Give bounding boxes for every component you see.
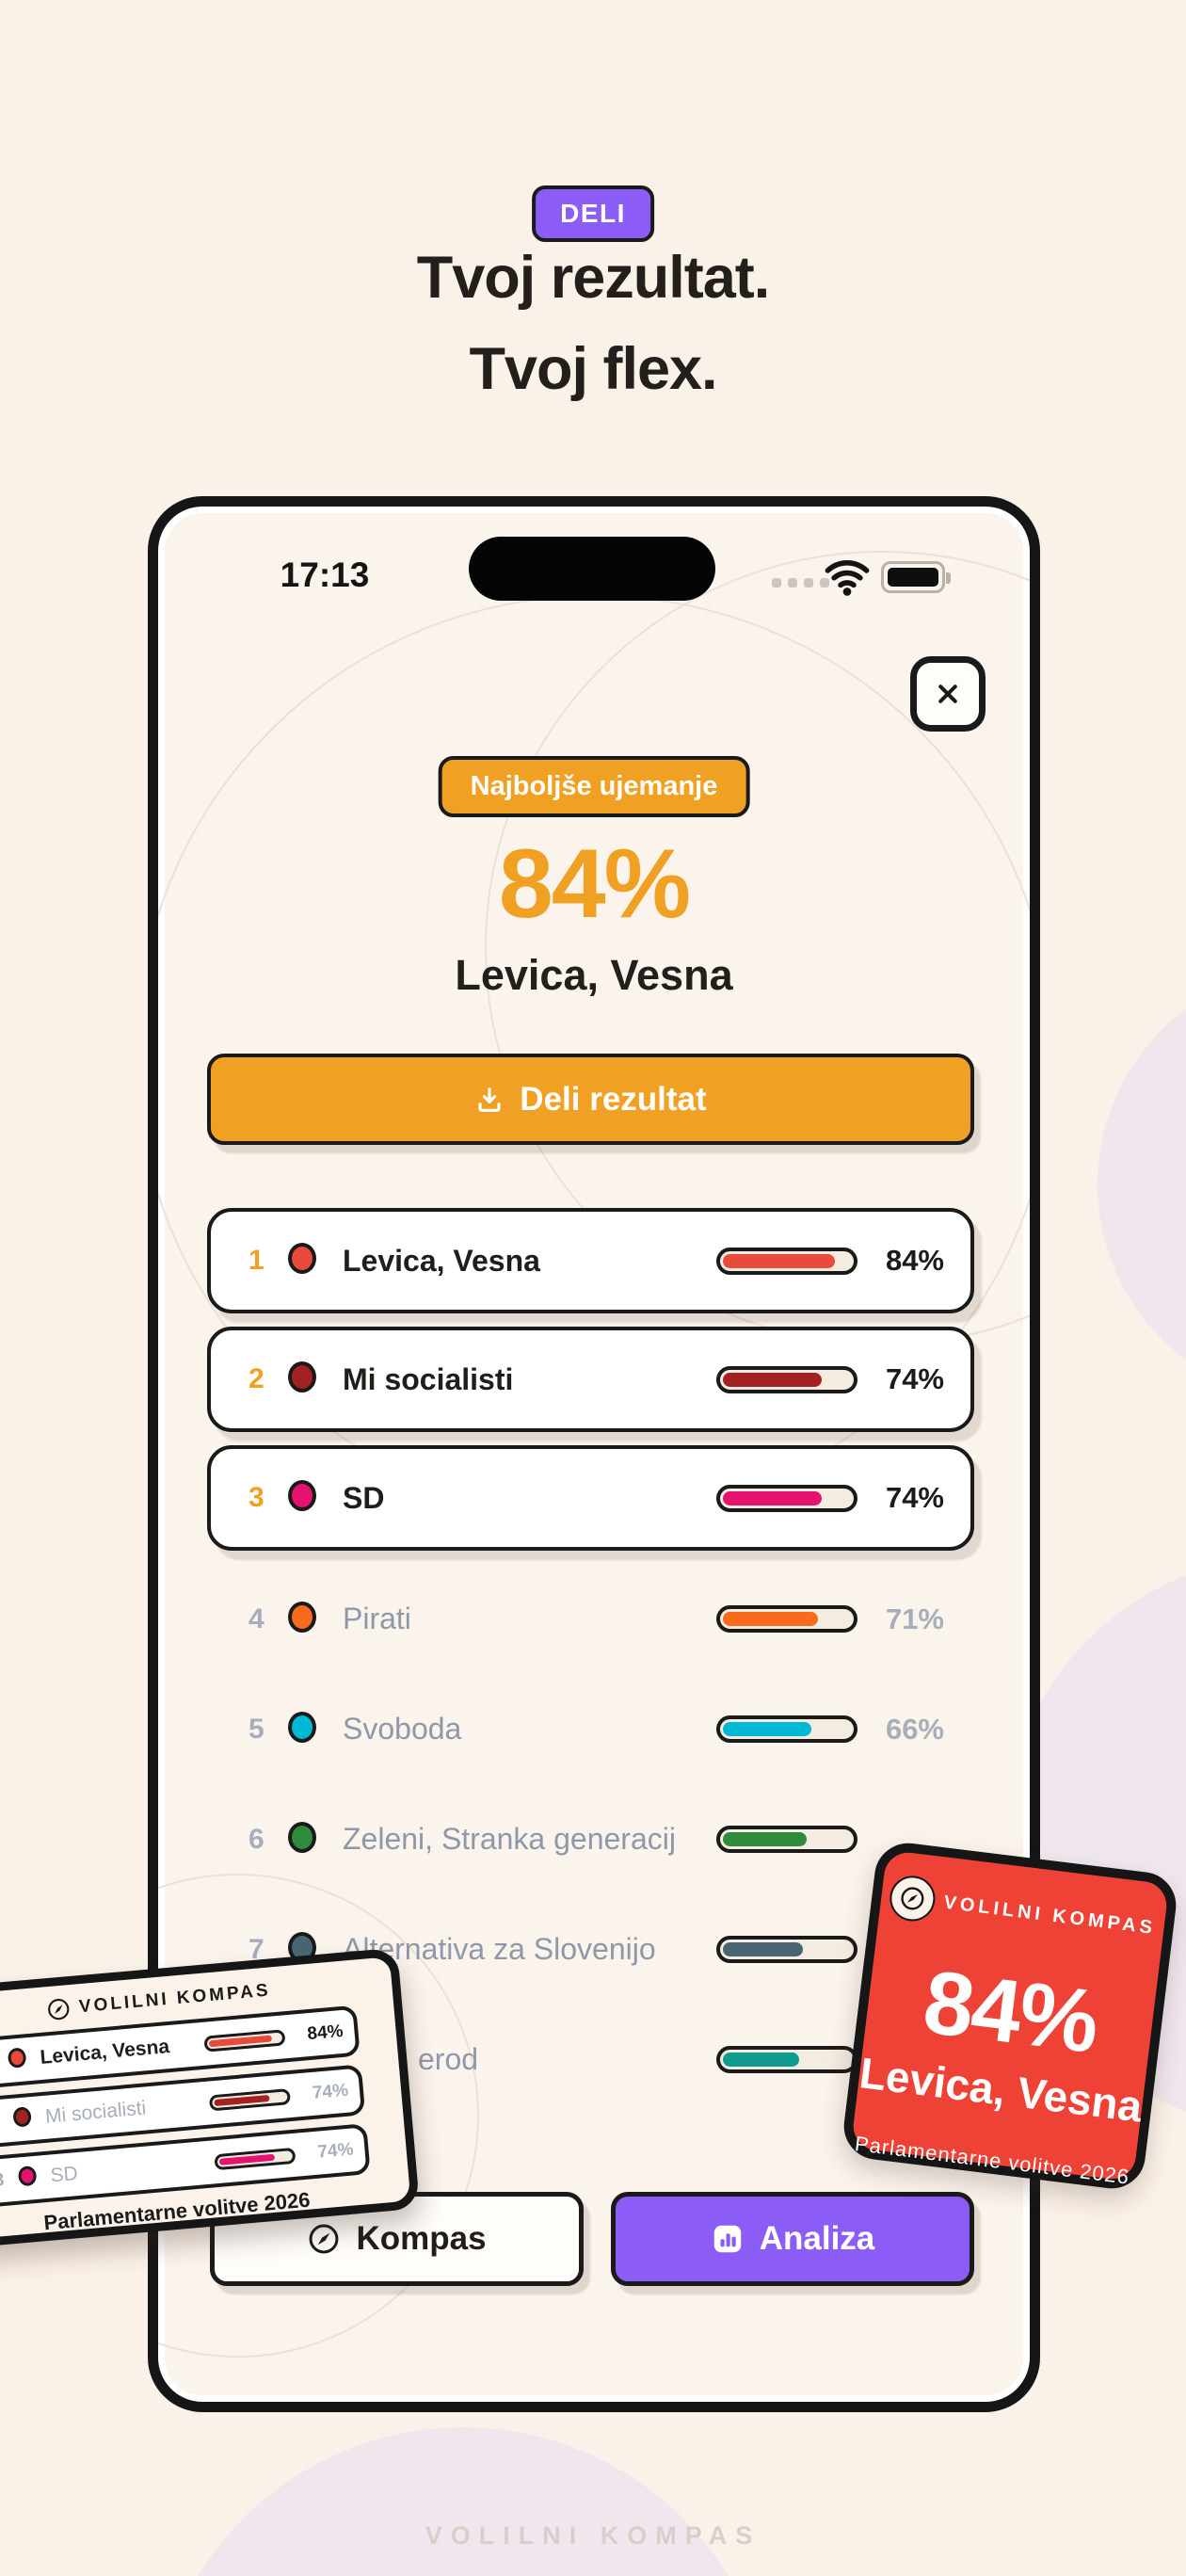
result-rank: 6 [248,1823,264,1855]
match-progress-bar [716,1365,857,1393]
result-row[interactable]: 4 Pirati 71% [207,1564,974,1674]
party-name: erod [418,2042,479,2076]
match-score: 84% [498,829,691,939]
match-percent: 74% [312,2080,349,2103]
result-row[interactable]: 2 Mi socialisti 74% [207,1327,974,1432]
result-rank: 4 [248,1602,264,1634]
match-percent: 84% [306,2021,345,2045]
mini-card-rows: 1 Levica, Vesna 84% 2 Mi socialisti 74% … [0,2004,371,2209]
party-color-dot [17,2165,38,2187]
party-color-dot [288,1361,316,1393]
party-color-dot [288,1480,316,1511]
result-rank: 2 [248,1363,264,1394]
match-progress-bar [716,1936,857,1963]
close-button[interactable] [910,656,986,732]
compass-icon [887,1873,938,1924]
red-card-header: VOLILNI KOMPAS [879,1873,1167,1952]
analiza-button[interactable]: Analiza [611,2192,974,2286]
battery-icon [881,561,951,593]
party-name: Alternativa za Slovenijo [343,1932,656,1966]
party-color-dot [7,2047,27,2069]
match-progress-bar [203,2028,286,2053]
bar-chart-icon [711,2222,745,2256]
result-row[interactable]: 3 SD 74% [207,1445,974,1551]
kompas-button-label: Kompas [356,2220,487,2257]
party-name: Levica, Vesna [39,2036,170,2069]
party-color-dot [288,1243,316,1274]
share-preview-card-list: VOLILNI KOMPAS 1 Levica, Vesna 84% 2 Mi … [0,1947,421,2250]
match-progress-bar [214,2147,296,2170]
match-progress-bar [208,2087,291,2111]
result-row[interactable]: 6 Zeleni, Stranka generacij [207,1784,974,1894]
match-percent: 74% [316,2139,355,2163]
party-name: SD [49,2163,79,2187]
match-progress-bar [716,1826,857,1853]
party-name: Mi socialisti [44,2097,148,2128]
result-rank: 7 [248,1933,264,1965]
party-color-dot [288,1711,316,1743]
result-row[interactable]: 1 Levica, Vesna 84% [207,1208,974,1313]
red-card-brand: VOLILNI KOMPAS [942,1892,1158,1939]
match-progress-bar [716,1247,857,1275]
match-percent: 74% [885,1481,944,1514]
download-icon [474,1085,505,1115]
match-progress-bar [716,1605,857,1633]
decor-circle-right-top [1098,966,1186,1403]
share-button-label: Deli rezultat [520,1080,707,1118]
best-match-badge: Najboljše ujemanje [438,756,750,817]
result-rank: 3 [0,2169,6,2191]
compass-icon [307,2222,341,2256]
match-percent: 66% [885,1712,944,1746]
page-title-line2: Tvoj flex. [469,336,717,402]
match-percent: 84% [885,1244,944,1277]
deli-badge: DELI [532,185,654,242]
party-color-dot [288,1821,316,1853]
share-result-button[interactable]: Deli rezultat [207,1054,974,1145]
party-color-dot [12,2106,32,2128]
match-percent: 74% [885,1362,944,1395]
match-progress-bar [716,2046,857,2073]
match-progress-bar [716,1715,857,1743]
result-row[interactable]: 5 Svoboda 66% [207,1674,974,1784]
result-rank: 1 [248,1245,264,1276]
footer-brand: VOLILNI KOMPAS [425,2521,761,2550]
result-rank: 3 [248,1482,264,1513]
party-name: Zeleni, Stranka generacij [343,1822,676,1856]
match-party: Levica, Vesna [455,951,733,999]
close-icon [932,678,964,710]
results-list: 1 Levica, Vesna 84% 2 Mi socialisti 74% … [207,1208,974,2115]
party-color-dot [288,1601,316,1633]
phone-notch [469,537,715,601]
result-row[interactable]: 7 Alternativa za Slovenijo [207,1894,974,2004]
party-name: Svoboda [343,1712,462,1746]
status-time: 17:13 [280,555,370,594]
mini-card-header: VOLILNI KOMPAS [0,1972,355,2030]
cellular-signal-icon [772,578,829,588]
party-name: Mi socialisti [343,1361,514,1396]
mini-card-brand: VOLILNI KOMPAS [78,1980,272,2018]
page-title-line1: Tvoj rezultat. [416,245,771,311]
match-progress-bar [716,1484,857,1512]
compass-icon [45,1996,72,2022]
decor-circle-bottom [152,2427,774,2576]
party-name: Pirati [343,1602,411,1635]
page-title: Tvoj rezultat. Tvoj flex. [0,233,1186,415]
match-percent: 71% [885,1602,944,1635]
party-name: SD [343,1480,385,1515]
party-name: Levica, Vesna [343,1243,540,1278]
result-rank: 5 [248,1713,264,1745]
share-preview-card-score: VOLILNI KOMPAS 84% Levica, Vesna Parlame… [840,1839,1180,2193]
wifi-icon [823,555,872,597]
analiza-button-label: Analiza [759,2220,875,2257]
